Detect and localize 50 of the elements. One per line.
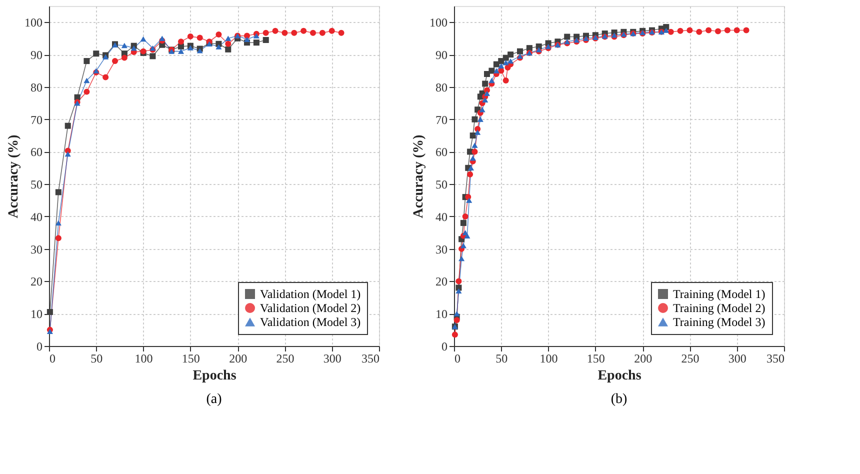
x-tick-label: 50 <box>90 352 103 366</box>
y-tick-label: 90 <box>30 48 42 62</box>
x-tick-label: 350 <box>766 352 784 366</box>
y-tick-label: 70 <box>436 112 448 127</box>
x-tick-label: 300 <box>323 352 342 366</box>
legend-label: Training (Model 3) <box>673 315 766 329</box>
x-tick-label: 100 <box>134 352 153 366</box>
y-tick-label: 80 <box>436 80 448 94</box>
legend-label: Validation (Model 3) <box>260 315 361 329</box>
y-tick-label: 0 <box>442 340 448 354</box>
y-tick-label: 80 <box>30 80 42 94</box>
legend-label: Training (Model 1) <box>673 287 766 301</box>
text: (a) <box>206 392 222 407</box>
y-tick-label: 10 <box>436 307 448 322</box>
legend-label: Validation (Model 2) <box>260 301 361 315</box>
x-tick-label: 0 <box>454 352 460 366</box>
y-tick-label: 100 <box>430 16 448 30</box>
legend-label: Training (Model 2) <box>673 301 766 315</box>
x-tick-label: 250 <box>276 352 294 366</box>
x-tick-label: 200 <box>229 352 248 366</box>
y-axis-title: Accuracy (%) <box>6 134 22 218</box>
y-tick-label: 60 <box>30 145 42 160</box>
x-tick-label: 150 <box>182 352 200 366</box>
x-tick-label: 300 <box>728 352 746 366</box>
y-tick-label: 60 <box>436 145 448 160</box>
x-tick-label: 0 <box>50 352 56 366</box>
text: (b) <box>610 392 628 407</box>
x-tick-label: 50 <box>496 352 508 366</box>
legend-label: Validation (Model 1) <box>260 287 361 301</box>
x-tick-label: 150 <box>586 352 605 366</box>
x-tick-label: 200 <box>634 352 652 366</box>
y-tick-label: 30 <box>30 242 42 256</box>
y-tick-label: 10 <box>30 307 42 322</box>
x-tick-label: 250 <box>681 352 700 366</box>
y-tick-label: 30 <box>436 242 448 256</box>
x-axis-title: Epochs <box>598 368 642 384</box>
y-tick-label: 50 <box>30 178 42 192</box>
y-tick-label: 20 <box>436 274 448 289</box>
y-tick-label: 70 <box>30 112 42 127</box>
y-tick-label: 50 <box>436 178 448 192</box>
y-tick-label: 100 <box>24 16 42 30</box>
y-tick-label: 20 <box>30 274 42 289</box>
x-tick-label: 350 <box>362 352 380 366</box>
x-tick-label: 100 <box>540 352 558 366</box>
x-axis-title: Epochs <box>192 368 237 384</box>
y-tick-label: 40 <box>436 210 448 224</box>
y-tick-label: 40 <box>30 210 42 224</box>
y-axis-title: Accuracy (%) <box>412 134 426 218</box>
y-tick-label: 0 <box>36 340 42 354</box>
y-tick-label: 90 <box>436 48 448 62</box>
